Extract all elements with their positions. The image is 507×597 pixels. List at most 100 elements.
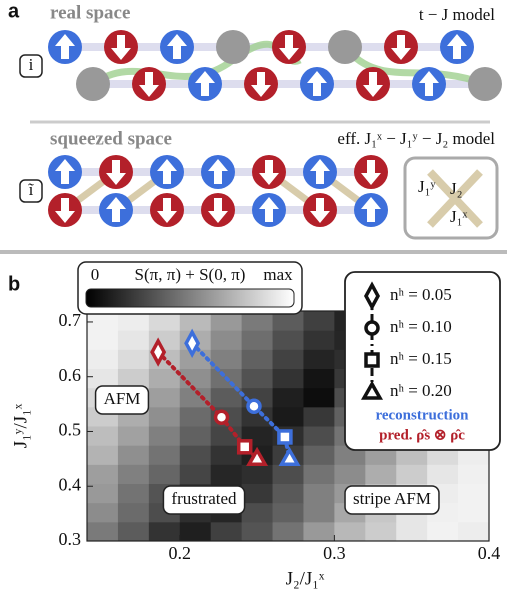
heat-cell — [241, 311, 274, 331]
heat-cell — [179, 406, 212, 427]
heat-cell — [87, 464, 119, 484]
heat-cell — [87, 502, 119, 523]
heat-cell — [303, 483, 335, 504]
point — [246, 446, 269, 467]
coupling-label: J₁ˣ — [450, 207, 468, 226]
legend-box — [344, 271, 501, 451]
annotation-box — [162, 485, 246, 515]
heat-cell — [179, 521, 212, 542]
heat-cell — [148, 521, 181, 542]
coupling-label: J₁ʸ — [418, 177, 436, 196]
colorbar — [85, 288, 295, 308]
heat-cell — [210, 330, 243, 350]
coupling — [427, 169, 483, 228]
heat-cell — [179, 387, 212, 408]
legend-label: nʰ = 0.15 — [390, 349, 452, 368]
heat-cell — [272, 502, 304, 523]
spin-arrow — [447, 34, 467, 59]
panel-a: a real space t − J model squeezed space … — [8, 0, 502, 240]
series-line — [190, 341, 292, 461]
legend-label: nʰ = 0.20 — [390, 381, 452, 400]
heat-cell — [303, 368, 335, 389]
annotation-box — [344, 485, 440, 515]
colorbar-min: 0 — [91, 265, 100, 284]
heat-cell — [210, 521, 243, 542]
heat-cell — [241, 368, 274, 389]
annotation: AFM — [104, 389, 141, 408]
heat-cell — [117, 368, 150, 389]
heat-cell — [458, 464, 490, 484]
y-tick-label: 0.5 — [59, 420, 82, 440]
point — [184, 328, 201, 358]
point — [277, 429, 293, 445]
spin-arrow — [251, 72, 271, 97]
heat-cell — [179, 311, 212, 331]
spin-arrow — [279, 35, 299, 60]
panel-label: a — [8, 0, 20, 22]
colorbar-title: S(π, π) + S(0, π) — [135, 265, 246, 284]
spin-arrow — [139, 72, 159, 97]
x-axis-label: J₂/J₁ˣ — [286, 568, 325, 589]
spin-arrow — [208, 198, 228, 223]
heat-cell — [117, 464, 150, 484]
site-box — [19, 179, 43, 203]
heat-cell — [117, 521, 150, 542]
spin-arrow — [310, 198, 330, 223]
heat-cell — [210, 464, 243, 484]
heat-cell — [334, 464, 366, 484]
spin-arrow — [106, 160, 126, 185]
heat-cell — [210, 387, 243, 408]
x-tick-label: 0.3 — [323, 543, 346, 563]
annotation: stripe AFM — [353, 489, 431, 508]
spin-arrow — [195, 71, 215, 96]
heat-cell — [210, 445, 243, 465]
annotation-box — [94, 385, 150, 415]
legend-marker — [360, 380, 384, 400]
legend-label: nʰ = 0.10 — [390, 317, 452, 336]
heat-cell — [179, 464, 212, 484]
heat-cell — [427, 464, 459, 484]
heat-cell — [148, 406, 181, 427]
spin-arrow — [361, 197, 381, 222]
heat-cell — [458, 502, 490, 523]
heat-cell — [117, 330, 150, 350]
heat-cell — [272, 483, 304, 504]
spin-arrow — [259, 197, 279, 222]
model-label: t − J model — [419, 5, 495, 24]
spin-arrow — [111, 35, 131, 60]
heat-cell — [272, 406, 304, 427]
heat-cell — [272, 521, 304, 542]
heat-cell — [241, 483, 274, 504]
legend-marker — [364, 352, 380, 368]
model-label: eff. J₁ˣ − J₁ʸ − J₂ model — [337, 129, 495, 148]
heat-cell — [148, 445, 181, 465]
heat-cell — [458, 483, 490, 504]
spin-arrow — [55, 159, 75, 184]
hole — [216, 30, 250, 64]
heat-cell — [272, 311, 304, 331]
spin-arrow — [361, 160, 381, 185]
spin-arrow — [310, 159, 330, 184]
legend-label: nʰ = 0.05 — [390, 285, 452, 304]
heat-cell — [117, 502, 150, 523]
heat-cell — [396, 464, 428, 484]
point — [150, 337, 167, 367]
heat-cell — [87, 483, 119, 504]
spin-arrow — [391, 35, 411, 60]
hole — [328, 30, 362, 64]
heat-cell — [303, 387, 335, 408]
heat-cell — [272, 349, 304, 369]
heat-cell — [241, 521, 274, 542]
site-label: ĩ — [28, 180, 35, 199]
heat-cell — [303, 502, 335, 523]
y-tick-label: 0.3 — [59, 529, 82, 549]
annotation: frustrated — [171, 489, 237, 508]
subpanel-title: real space — [50, 2, 130, 23]
spin-arrow — [363, 72, 383, 97]
heat-cell — [303, 464, 335, 484]
heat-cell — [87, 521, 119, 542]
panel-label: b — [8, 273, 20, 295]
heat-cell — [303, 311, 335, 331]
heat-cell — [303, 521, 335, 542]
heat-cell — [210, 311, 243, 331]
